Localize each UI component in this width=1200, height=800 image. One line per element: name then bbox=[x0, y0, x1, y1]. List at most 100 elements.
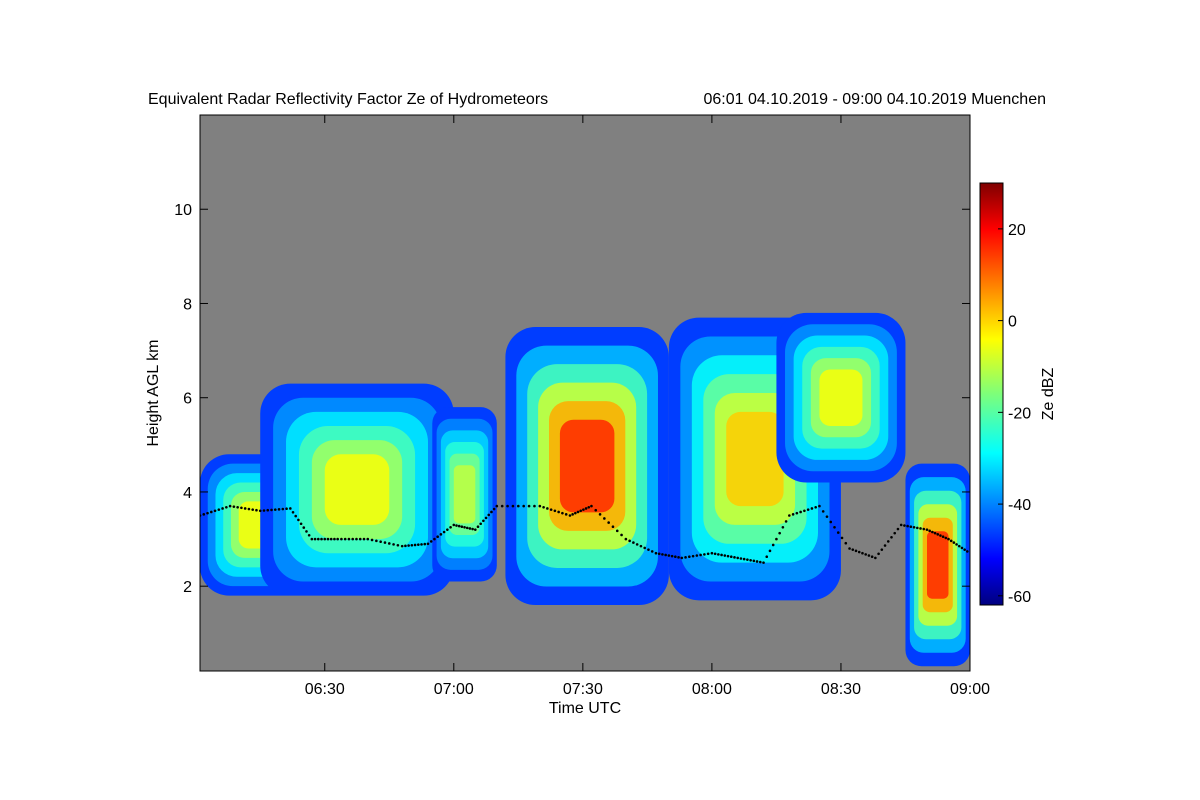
melting-layer-dot bbox=[893, 531, 897, 535]
melting-layer-dot bbox=[925, 528, 929, 531]
y-tick-label: 2 bbox=[183, 579, 192, 596]
cloud-region-upper-cloud bbox=[776, 312, 906, 483]
melting-layer-dot bbox=[720, 553, 723, 557]
melting-layer-dot bbox=[821, 510, 825, 513]
melting-layer-dot bbox=[468, 527, 472, 530]
melting-layer-dot bbox=[890, 536, 893, 539]
melting-layer-dot bbox=[806, 508, 810, 511]
melting-layer-dot bbox=[713, 552, 717, 556]
melting-layer-dot bbox=[688, 555, 691, 559]
colorbar-tick-label: 0 bbox=[1008, 314, 1017, 331]
melting-layer-dot bbox=[375, 539, 378, 543]
melting-layer-dot bbox=[336, 537, 339, 541]
melting-layer-dot bbox=[270, 508, 273, 512]
melting-layer-dot bbox=[933, 531, 937, 535]
melting-layer-dot bbox=[460, 525, 464, 528]
melting-layer-dot bbox=[749, 558, 752, 562]
chart-title: Equivalent Radar Reflectivity Factor Ze … bbox=[148, 91, 548, 108]
melting-layer-dot bbox=[553, 509, 557, 513]
melting-layer-dot bbox=[347, 537, 351, 541]
melting-layer-dot bbox=[864, 553, 867, 556]
cloud-band bbox=[819, 369, 863, 426]
cloud-band bbox=[726, 411, 784, 507]
melting-layer-dot bbox=[511, 504, 515, 508]
melting-layer-dot bbox=[650, 550, 654, 553]
melting-layer-dot bbox=[217, 508, 221, 511]
cloud-region-main-precip-cell bbox=[505, 327, 669, 606]
melting-layer-dot bbox=[941, 535, 945, 539]
melting-layer-dot bbox=[944, 536, 948, 540]
melting-layer-dot bbox=[880, 548, 884, 551]
melting-layer-dot bbox=[455, 524, 458, 527]
melting-layer-dot bbox=[436, 535, 439, 539]
melting-layer-dot bbox=[590, 504, 593, 508]
cloud-region-mid-layer-b bbox=[432, 407, 497, 582]
melting-layer-dot bbox=[579, 509, 582, 513]
melting-layer-dot bbox=[423, 542, 427, 546]
melting-layer-dot bbox=[723, 554, 727, 557]
melting-layer-dot bbox=[825, 515, 829, 518]
melting-layer-dot bbox=[561, 511, 564, 515]
melting-layer-dot bbox=[463, 525, 466, 529]
y-tick-label: 10 bbox=[174, 202, 192, 219]
melting-layer-dot bbox=[209, 510, 213, 514]
cloud-region-late-cell bbox=[905, 463, 970, 667]
melting-layer-dot bbox=[603, 517, 606, 520]
colorbar-axis: 20 0 -20 -40 -60 bbox=[998, 222, 1031, 606]
melting-layer-dot bbox=[392, 543, 395, 546]
melting-layer-dot bbox=[615, 529, 619, 533]
melting-layer-dot bbox=[661, 553, 664, 556]
colorbar-tick-label: -40 bbox=[1008, 497, 1031, 514]
melting-layer-dot bbox=[281, 507, 285, 511]
y-tick-label: 6 bbox=[183, 391, 192, 408]
melting-layer-dot bbox=[533, 504, 536, 508]
melting-layer-dot bbox=[598, 513, 602, 516]
melting-layer-dot bbox=[549, 508, 553, 511]
melting-layer-dot bbox=[484, 516, 488, 520]
melting-layer-dot bbox=[680, 556, 684, 560]
melting-layer-dot bbox=[236, 505, 239, 509]
melting-layer-dot bbox=[557, 510, 560, 514]
melting-layer-dot bbox=[387, 542, 391, 545]
melting-layer-dot bbox=[912, 525, 916, 529]
melting-layer-dot bbox=[768, 549, 772, 553]
y-axis-label: Height AGL km bbox=[145, 339, 162, 446]
melting-layer-dot bbox=[307, 533, 311, 537]
melting-layer-dot bbox=[587, 505, 591, 509]
melting-layer-dot bbox=[500, 504, 504, 508]
melting-layer-dot bbox=[538, 504, 542, 508]
melting-layer-dot bbox=[620, 533, 623, 537]
melting-layer-dot bbox=[746, 558, 749, 561]
melting-layer-dot bbox=[870, 555, 874, 559]
melting-layer-dot bbox=[857, 550, 861, 554]
melting-layer-dot bbox=[916, 526, 919, 530]
melting-layer-dot bbox=[471, 527, 474, 531]
melting-layer-dot bbox=[206, 511, 209, 515]
melting-layer-dot bbox=[736, 556, 740, 560]
melting-layer-dot bbox=[903, 524, 906, 527]
melting-layer-dot bbox=[305, 530, 308, 533]
x-tick-label: 06:30 bbox=[305, 681, 345, 698]
melting-layer-dot bbox=[546, 507, 549, 510]
melting-layer-dot bbox=[949, 539, 953, 543]
melting-layer-dot bbox=[442, 530, 446, 534]
melting-layer-dot bbox=[955, 543, 958, 546]
melting-layer-dot bbox=[482, 519, 485, 523]
melting-layer-dot bbox=[624, 537, 628, 541]
melting-layer-dot bbox=[568, 514, 572, 517]
melting-layer-dot bbox=[706, 552, 710, 556]
melting-layer-dot bbox=[258, 509, 262, 513]
cloud-region-mid-layer-a bbox=[260, 383, 454, 596]
melting-layer-dot bbox=[232, 505, 236, 508]
melting-layer-dot bbox=[799, 510, 802, 514]
cloud-region-trailing-cell bbox=[668, 317, 841, 601]
melting-layer-dot bbox=[329, 537, 333, 541]
melting-layer-dot bbox=[285, 507, 288, 511]
melting-layer-dot bbox=[333, 537, 336, 541]
melting-layer-dot bbox=[584, 507, 588, 510]
melting-layer-dot bbox=[433, 537, 436, 541]
melting-layer-dot bbox=[775, 537, 778, 541]
melting-layer-dot bbox=[426, 542, 430, 546]
melting-layer-dot bbox=[310, 537, 314, 541]
